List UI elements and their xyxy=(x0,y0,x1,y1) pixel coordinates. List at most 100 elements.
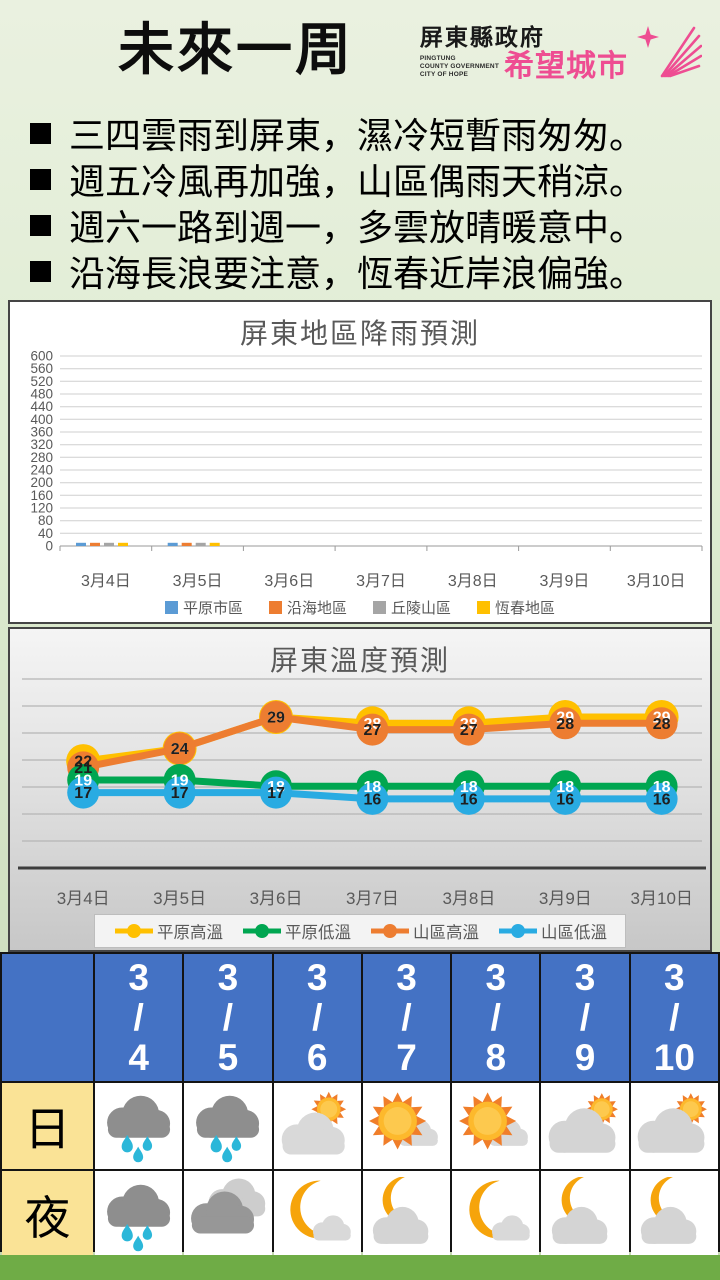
data-point-label: 29 xyxy=(267,710,285,727)
y-axis-label: 280 xyxy=(30,450,53,465)
logo-slogan: 希望城市 xyxy=(504,50,628,83)
legend-label: 恆春地區 xyxy=(495,599,556,617)
bar xyxy=(209,542,220,546)
sun-shape xyxy=(585,1093,618,1126)
y-axis-label: 440 xyxy=(30,399,53,414)
date-header-cell: 3/7 xyxy=(362,954,451,1081)
date-header-line: / xyxy=(133,996,144,1038)
weather-icon-cell xyxy=(95,1083,183,1169)
data-point-marker xyxy=(163,776,196,809)
bullet-text: 沿海長浪要注意，恆春近岸浪偏強。 xyxy=(69,254,646,294)
data-point-marker xyxy=(645,782,678,815)
page-header: 未來一周 屏東縣政府 PINGTUNG COUNTY GOVERNMENT CI… xyxy=(0,0,720,102)
data-point-marker xyxy=(452,713,485,746)
sun-with-small-cloud-icon xyxy=(369,1092,439,1150)
y-axis-label: 400 xyxy=(30,412,53,427)
legend-item: 山區低溫 xyxy=(497,919,607,943)
bullet-item: 週五冷風再加強，山區偶雨天稍涼。 xyxy=(20,156,720,202)
y-axis-label: 360 xyxy=(30,425,53,440)
legend-swatch-icon xyxy=(164,600,178,614)
legend-item: 山區高溫 xyxy=(369,919,479,943)
cloud-shape xyxy=(637,1108,705,1153)
temperature-chart-plot: 22 24 29 28 28 29 29 21 24 29 27 27 28 28 19 19 18 18 18 18… xyxy=(10,673,710,884)
date-header-cell: 3/4 xyxy=(95,954,183,1081)
bar xyxy=(90,542,100,546)
x-axis-label: 3月9日 xyxy=(539,573,590,590)
date-header-line: / xyxy=(312,996,323,1038)
legend-label: 平原低溫 xyxy=(285,924,351,942)
y-axis-label: 560 xyxy=(30,361,53,376)
y-axis-label: 40 xyxy=(38,526,53,541)
data-point-marker xyxy=(452,782,485,815)
moon-with-small-cloud-icon xyxy=(469,1180,530,1241)
data-point-label: 24 xyxy=(171,741,189,758)
date-header-line: / xyxy=(579,996,591,1038)
weather-icon-cell xyxy=(362,1171,451,1258)
bar xyxy=(167,542,178,546)
data-point-label: 18 xyxy=(267,779,285,796)
bullet-square-icon xyxy=(30,214,51,236)
cloud-shape xyxy=(551,1206,608,1244)
rainfall-legend: 平原市區 沿海地區 丘陵山區 恆春地區 xyxy=(10,593,710,621)
rain-cloud-icon xyxy=(106,1184,170,1251)
legend-item: 平原市區 xyxy=(164,597,243,618)
data-point-label: 28 xyxy=(460,716,478,733)
clouds-icon xyxy=(190,1178,266,1233)
legend-swatch-icon xyxy=(373,600,386,614)
bullet-list: 三四雲雨到屏東，濕冷短暫雨匆匆。 週五冷風再加強，山區偶雨天稍涼。週六一路到週一，… xyxy=(0,102,720,300)
forecast-table: 3/4 3/5 3/6 3/7 3/8 3/9 3/10 日夜 xyxy=(0,952,720,1258)
legend-label: 山區高溫 xyxy=(413,924,479,942)
date-header-cell: 3/9 xyxy=(541,954,629,1081)
government-logo: 屏東縣政府 PINGTUNG COUNTY GOVERNMENT CITY OF… xyxy=(420,18,702,82)
legend-marker-icon xyxy=(371,924,409,938)
date-header-line: 3 xyxy=(485,956,507,998)
weather-icon-cell xyxy=(541,1171,629,1258)
cloud-shape xyxy=(373,1206,429,1244)
cloud-with-sun-peek-icon xyxy=(637,1093,708,1153)
raindrop-shape xyxy=(222,1146,233,1163)
legend-label: 平原市區 xyxy=(182,599,243,617)
data-point-label: 18 xyxy=(653,779,671,796)
logo-subtitle: PINGTUNG COUNTY GOVERNMENT CITY OF HOPE xyxy=(420,55,499,82)
logo-text-block: 屏東縣政府 PINGTUNG COUNTY GOVERNMENT CITY OF… xyxy=(420,24,628,82)
date-header-line: 3 xyxy=(217,956,239,998)
bar xyxy=(76,542,86,546)
row-label-cell: 夜 xyxy=(2,1171,93,1258)
legend-swatch-icon xyxy=(477,600,491,614)
data-point-marker xyxy=(549,707,582,740)
x-axis-label: 3月5日 xyxy=(153,889,207,908)
moon-shape xyxy=(469,1180,514,1239)
date-header-line: 6 xyxy=(306,1036,328,1078)
date-header-line: / xyxy=(669,996,680,1038)
date-header-line: 3 xyxy=(128,956,149,998)
bullet-item: 沿海長浪要注意，恆春近岸浪偏強。 xyxy=(20,248,720,294)
raindrop-shape xyxy=(142,1136,152,1151)
date-header-line: 8 xyxy=(485,1036,507,1078)
date-header-line: 4 xyxy=(128,1036,149,1078)
x-axis-label: 3月10日 xyxy=(630,889,693,908)
cloud-with-sun-peek-icon xyxy=(548,1093,618,1153)
bullet-item: 三四雲雨到屏東，濕冷短暫雨匆匆。 xyxy=(20,110,720,156)
y-axis-label: 520 xyxy=(30,374,53,389)
data-point-marker xyxy=(549,782,582,815)
sun-shape xyxy=(458,1092,516,1150)
sun-with-small-cloud-icon xyxy=(458,1092,528,1150)
date-header-line: 7 xyxy=(396,1036,417,1078)
y-axis-label: 480 xyxy=(30,387,53,402)
y-axis-label: 200 xyxy=(30,475,53,490)
weather-icon-cell xyxy=(95,1171,183,1258)
legend-item: 平原低溫 xyxy=(241,919,351,943)
data-point-label: 29 xyxy=(556,710,574,727)
raindrop-shape xyxy=(132,1146,143,1163)
logo-subtitle-line: PINGTUNG xyxy=(419,55,456,62)
logo-org-name: 屏東縣政府 xyxy=(419,24,545,50)
x-axis-label: 3月6日 xyxy=(249,889,303,908)
bullet-text: 三四雲雨到屏東，濕冷短暫雨匆匆。 xyxy=(69,116,646,156)
data-point-label: 29 xyxy=(653,710,671,727)
bullet-text: 週六一路到週一，多雲放晴暖意中。 xyxy=(69,208,646,248)
x-axis-label: 3月8日 xyxy=(442,889,496,908)
data-point-marker xyxy=(260,776,292,809)
weather-icon-cell xyxy=(630,1083,718,1169)
legend-label: 丘陵山區 xyxy=(391,599,452,617)
rainfall-chart-plot: 600 560 520 480 440 400 360 320 280 240 200 160 120 8… xyxy=(10,346,710,567)
